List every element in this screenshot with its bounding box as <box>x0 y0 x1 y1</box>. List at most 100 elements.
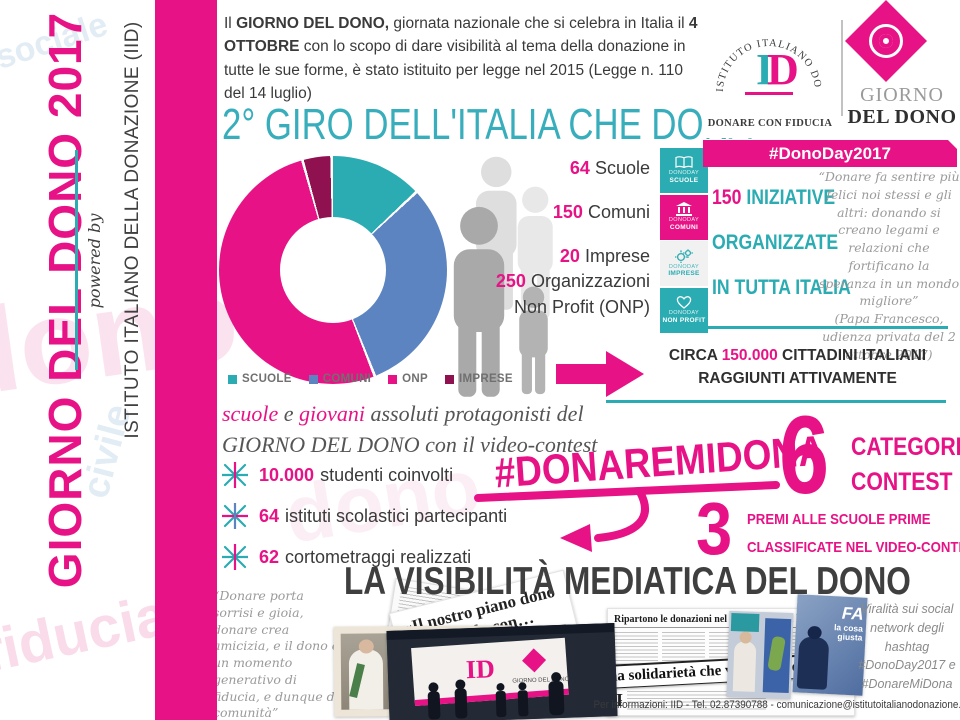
iniziative-number: 150 <box>712 186 742 209</box>
divider-line <box>698 326 948 329</box>
iid-tagline: DONARE CON FIDUCIA <box>707 118 833 129</box>
quote-attribution: (Papa Francesco, udienza privata del 2 o… <box>822 311 956 362</box>
right-arrow-icon <box>556 364 608 384</box>
premi-line: PREMI ALLE SCUOLE PRIME <box>747 511 931 528</box>
organization-name-vertical: ISTITUTO ITALIANO DELLA DONAZIONE (IID) <box>122 21 143 439</box>
pope-quote: “Donare fa sentire più felici noi stessi… <box>818 168 960 363</box>
tile-top-label: DONODAY <box>668 170 700 177</box>
tv-screen-graphic <box>762 618 792 694</box>
legend-label: ONP <box>402 373 428 385</box>
tv-still-stage: ID GIORNO DEL DONO <box>386 623 618 720</box>
tile-top-label: DONODAY <box>668 217 700 224</box>
logo-divider <box>841 20 843 116</box>
intro-text: giornata nazionale che si celebra in Ita… <box>389 15 689 32</box>
asterisk-icon <box>222 503 248 529</box>
stat-label: Scuole <box>594 158 650 178</box>
reach-text: CIRCA <box>668 347 722 364</box>
legend-label: COMUNI <box>322 373 372 385</box>
quote-text: “Donare fa sentire più felici noi stessi… <box>818 169 960 309</box>
stat-onp: 250 Organizzazioni Non Profit (ONP) <box>496 268 650 320</box>
legend-item-comuni: COMUNI <box>308 373 372 385</box>
legend-swatch <box>445 374 454 384</box>
footer-contact-info: Per informazioni: IID - Tel. 02.87390788… <box>593 699 960 711</box>
texture <box>614 632 658 666</box>
reach-statement: CIRCA 150.000 CITTADINI ITALIANI RAGGIUN… <box>640 344 955 390</box>
premi-count: 3 <box>696 487 733 570</box>
intro-text: assoluti protagonisti del <box>364 401 584 426</box>
section-title-giro: 2° GIRO DELL'ITALIA CHE DONA <box>222 100 752 149</box>
stat-comuni: 150 Comuni <box>553 202 650 223</box>
intro-text: e <box>278 401 299 426</box>
tile-scuole: DONODAY SCUOLE <box>660 148 708 193</box>
logo-box: ISTITUTO ITALIANO DONAZIONE I D <box>699 0 957 138</box>
powered-by-label: powered by <box>85 213 104 309</box>
quote-text: “Donare porta sorrisi e gioia, donare cr… <box>213 588 340 720</box>
book-icon <box>675 156 693 169</box>
tv-person <box>796 636 830 690</box>
stat-value: 250 <box>495 271 526 291</box>
right-arrow-icon <box>606 351 644 397</box>
donut-chart <box>219 156 447 384</box>
iniziative-block: 150 INIZIATIVE ORGANIZZATE IN TUTTA ITAL… <box>712 175 851 310</box>
legend-item-onp: ONP <box>388 373 428 385</box>
iid-logo: ISTITUTO ITALIANO DONAZIONE I D <box>699 0 822 95</box>
stat-label: Imprese <box>584 246 650 266</box>
media-section-title: LA VISIBILITÀ MEDIATICA DEL DONO <box>344 560 911 603</box>
stat-label: Organizzazioni <box>530 271 650 291</box>
tile-label: IMPRESE <box>668 270 700 278</box>
tile-top-label: DONODAY <box>668 310 700 317</box>
intro-paragraph: Il GIORNO DEL DONO, giornata nazionale c… <box>224 12 704 105</box>
intro-bold-event: GIORNO DEL DONO, <box>236 15 390 32</box>
tv-person <box>732 641 757 692</box>
bullet-number: 64 <box>259 505 280 526</box>
tile-nonprofit: DONODAY NON PROFIT <box>660 287 708 333</box>
tv-caption-box <box>730 612 760 632</box>
bullet-label: cortometraggi realizzati <box>285 546 472 567</box>
bank-icon <box>676 202 692 217</box>
bullet-studenti: 10.000 studenti coinvolti <box>222 462 453 488</box>
legend-swatch <box>228 374 237 384</box>
tile-label: NON PROFIT <box>662 316 706 324</box>
categorie-count: 6 <box>779 394 830 517</box>
highlight-giovani: giovani <box>298 401 365 426</box>
chart-legend: SCUOLE COMUNI ONP IMPRESE <box>228 373 513 385</box>
iid-monogram-i: I <box>756 45 773 94</box>
stage-logo-name: GIORNO DEL DONO <box>512 677 570 685</box>
tile-label: SCUOLE <box>669 176 699 184</box>
photo-figure-head <box>358 639 374 654</box>
tile-imprese: DONODAY IMPRESE <box>660 241 708 286</box>
stat-label-line2: Non Profit (ONP) <box>513 297 650 317</box>
intro-text: con lo scopo di dare visibilità al tema … <box>224 38 686 102</box>
social-virality-note: Viralità sui social network degli hashta… <box>858 602 956 691</box>
tv-stage-graphic: ID GIORNO DEL DONO <box>386 623 618 720</box>
iniziative-line: IN TUTTA ITALIA <box>712 276 851 299</box>
iid-underline <box>745 92 793 95</box>
legend-item-scuole: SCUOLE <box>228 373 292 385</box>
categorie-line: CATEGORIE <box>851 433 960 461</box>
stat-label: Comuni <box>587 202 650 222</box>
iid-monogram-d: D <box>767 45 799 94</box>
stat-value: 64 <box>569 158 590 178</box>
intro-text-line2: GIORNO DEL DONO con il video-contest <box>222 432 598 457</box>
tile-comuni: DONODAY COMUNI <box>660 194 708 240</box>
intro-text: Il <box>224 15 237 32</box>
gears-icon <box>675 248 693 263</box>
bullet-label: studenti coinvolti <box>320 464 454 485</box>
highlight-scuole: scuole <box>222 401 279 426</box>
mattarella-quote: “Donare porta sorrisi e gioia, donare cr… <box>213 588 341 720</box>
stat-value: 20 <box>559 246 580 266</box>
asterisk-icon <box>222 544 248 570</box>
dropcap: I <box>616 690 624 710</box>
asterisk-icon <box>222 462 248 488</box>
bullet-istituti: 64 istituti scolastici partecipanti <box>222 503 507 529</box>
legend-item-imprese: IMPRESE <box>445 373 513 385</box>
bullet-label: istituti scolastici partecipanti <box>285 505 508 526</box>
donoday-tiles: DONODAY SCUOLE DONODAY COMUNI DONODAY IM… <box>660 148 708 334</box>
stat-scuole: 64 Scuole <box>570 158 650 179</box>
legend-label: SCUOLE <box>242 373 292 385</box>
sidebar-accent-bar <box>155 0 217 720</box>
legend-swatch <box>308 374 318 384</box>
heart-icon <box>676 296 692 310</box>
legend-swatch <box>388 374 398 384</box>
